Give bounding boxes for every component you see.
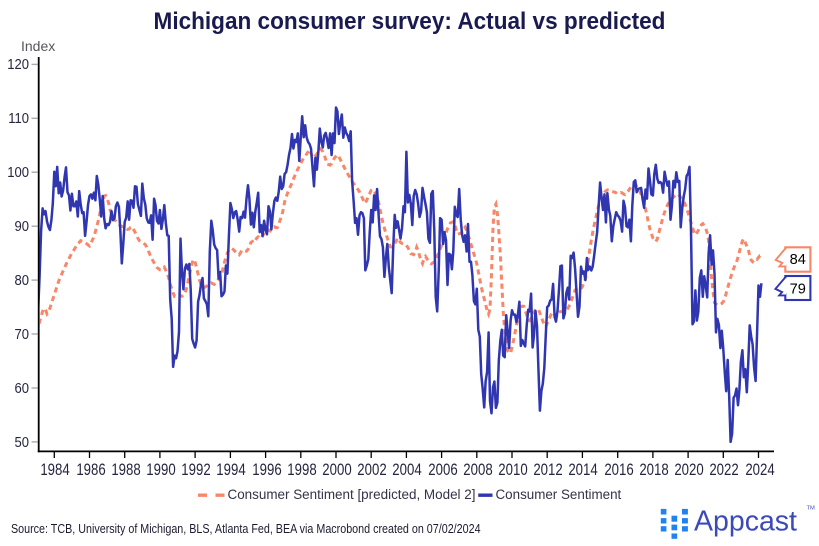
svg-text:79: 79 (790, 281, 806, 297)
svg-text:TM: TM (807, 506, 816, 512)
svg-text:Appcast: Appcast (694, 506, 797, 538)
svg-text:84: 84 (790, 252, 806, 268)
